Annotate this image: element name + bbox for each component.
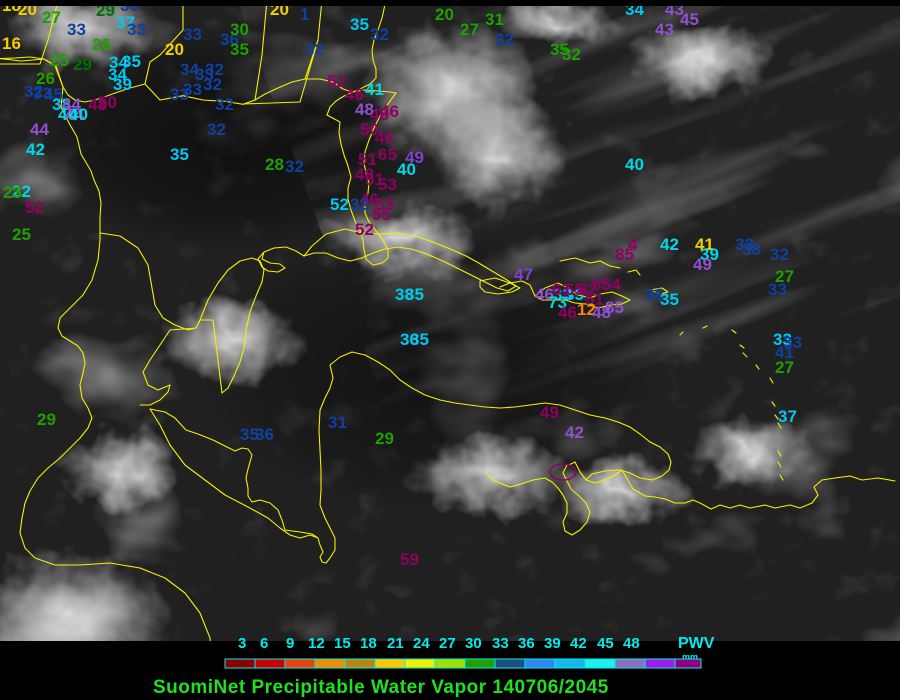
svg-text:12: 12 — [308, 635, 325, 652]
svg-text:3: 3 — [238, 635, 246, 652]
svg-text:42: 42 — [570, 635, 587, 652]
svg-text:6: 6 — [260, 635, 268, 652]
svg-text:SuomiNet Precipitable Water Va: SuomiNet Precipitable Water Vapor 140706… — [153, 677, 609, 698]
svg-text:45: 45 — [597, 635, 614, 652]
svg-text:27: 27 — [439, 635, 456, 652]
svg-text:9: 9 — [286, 635, 294, 652]
svg-text:PWV: PWV — [678, 635, 715, 652]
svg-text:33: 33 — [492, 635, 509, 652]
svg-text:24: 24 — [413, 635, 430, 652]
svg-text:18: 18 — [360, 635, 377, 652]
svg-text:21: 21 — [387, 635, 404, 652]
svg-text:30: 30 — [465, 635, 482, 652]
svg-text:39: 39 — [544, 635, 561, 652]
svg-text:36: 36 — [518, 635, 535, 652]
svg-text:15: 15 — [334, 635, 351, 652]
svg-text:48: 48 — [623, 635, 640, 652]
